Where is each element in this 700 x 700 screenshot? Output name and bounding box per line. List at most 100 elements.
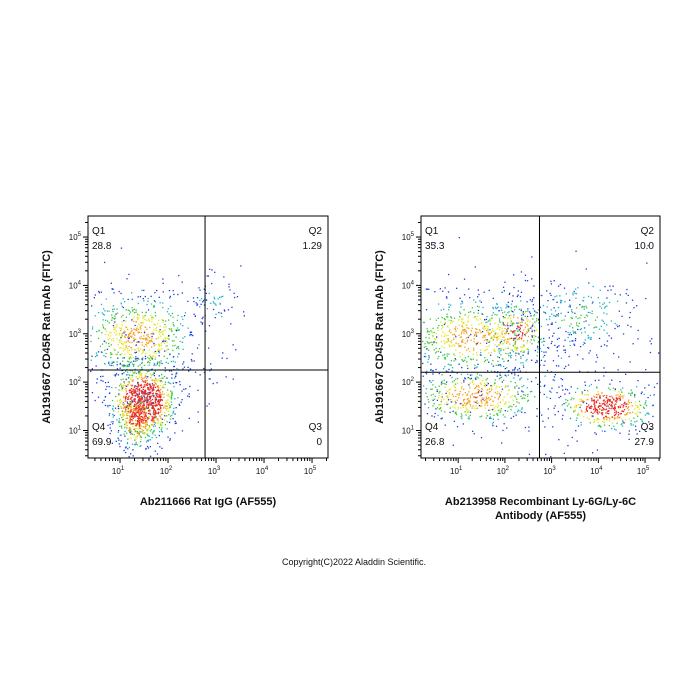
x-axis-label: Antibody (AF555) xyxy=(495,510,586,522)
event-dot xyxy=(432,384,434,386)
event-dot xyxy=(157,393,159,395)
event-dot xyxy=(614,409,616,411)
event-dot xyxy=(507,325,509,327)
event-dot xyxy=(111,339,113,341)
event-dot xyxy=(504,311,506,313)
event-dot xyxy=(134,348,136,351)
event-dot xyxy=(642,422,644,424)
event-dot xyxy=(469,400,471,403)
event-dot xyxy=(225,376,227,378)
event-dot xyxy=(133,372,135,374)
event-dot xyxy=(488,397,490,399)
event-dot xyxy=(595,400,597,402)
event-dot xyxy=(145,384,147,386)
event-dot xyxy=(159,399,162,401)
event-dot xyxy=(440,328,443,330)
event-dot xyxy=(594,326,596,328)
event-dot xyxy=(174,376,177,378)
event-dot xyxy=(140,409,142,411)
event-dot xyxy=(454,328,456,330)
event-dot xyxy=(162,340,164,343)
event-dot xyxy=(631,391,633,393)
event-dot xyxy=(214,271,216,273)
event-dot xyxy=(587,394,589,396)
event-dot xyxy=(486,348,488,350)
event-dot xyxy=(150,377,152,379)
event-dot xyxy=(142,405,144,407)
event-dot xyxy=(516,349,518,351)
event-dot xyxy=(122,411,124,413)
event-dot xyxy=(610,289,612,291)
event-dot xyxy=(488,345,490,347)
event-dot xyxy=(110,282,112,284)
event-dot xyxy=(127,396,129,399)
event-dot xyxy=(150,386,152,389)
event-dot xyxy=(593,419,595,421)
event-dot xyxy=(139,427,141,430)
event-dot xyxy=(130,384,132,386)
event-dot xyxy=(490,331,493,333)
event-dot xyxy=(135,388,137,390)
event-dot xyxy=(511,405,513,408)
tick-exponent: 5 xyxy=(313,466,317,472)
quadrant-percent: 35.3 xyxy=(425,241,445,252)
event-dot xyxy=(424,343,426,345)
event-dot xyxy=(473,338,475,340)
event-dot xyxy=(147,387,150,389)
event-dot xyxy=(149,413,151,415)
event-dot xyxy=(141,401,143,403)
event-dot xyxy=(160,407,162,410)
event-dot xyxy=(487,326,489,328)
event-dot xyxy=(105,298,107,300)
event-dot xyxy=(587,334,589,337)
event-dot xyxy=(440,309,442,311)
event-dot xyxy=(107,381,109,383)
event-dot xyxy=(117,411,119,413)
event-dot xyxy=(580,424,582,426)
event-dot xyxy=(159,378,161,380)
event-dot xyxy=(440,383,443,386)
event-dot xyxy=(492,421,494,423)
event-dot xyxy=(125,409,127,411)
event-dot xyxy=(501,388,504,390)
event-dot xyxy=(163,406,165,408)
event-dot xyxy=(128,363,130,365)
event-dot xyxy=(149,446,151,448)
event-dot xyxy=(446,316,448,318)
event-dot xyxy=(141,390,143,392)
event-dot xyxy=(125,410,127,413)
event-dot xyxy=(531,335,533,337)
event-dot xyxy=(468,416,470,418)
event-dot xyxy=(481,394,483,396)
event-dot xyxy=(621,418,623,420)
event-dot xyxy=(131,443,134,445)
event-dot xyxy=(120,328,122,330)
event-dot xyxy=(166,345,168,347)
event-dot xyxy=(147,376,149,378)
event-dot xyxy=(598,393,600,395)
event-dot xyxy=(507,322,509,324)
event-dot xyxy=(154,414,156,416)
event-dot xyxy=(478,323,480,325)
event-dot xyxy=(550,294,552,296)
event-dot xyxy=(133,386,136,388)
event-dot xyxy=(151,417,154,419)
event-dot xyxy=(142,349,144,351)
event-dot xyxy=(170,395,173,397)
event-dot xyxy=(616,401,618,403)
event-dot xyxy=(645,404,648,407)
event-dot xyxy=(148,358,150,360)
event-dot xyxy=(128,358,130,360)
event-dot xyxy=(503,290,505,292)
event-dot xyxy=(513,330,515,332)
event-dot xyxy=(553,280,555,282)
event-dot xyxy=(128,421,130,423)
event-dot xyxy=(110,362,113,364)
event-dot xyxy=(197,389,199,391)
event-dot xyxy=(518,387,520,389)
event-dot xyxy=(597,425,599,427)
event-dot xyxy=(155,416,157,418)
event-dot xyxy=(167,436,169,438)
event-dot xyxy=(98,292,100,294)
event-dot xyxy=(611,427,613,430)
